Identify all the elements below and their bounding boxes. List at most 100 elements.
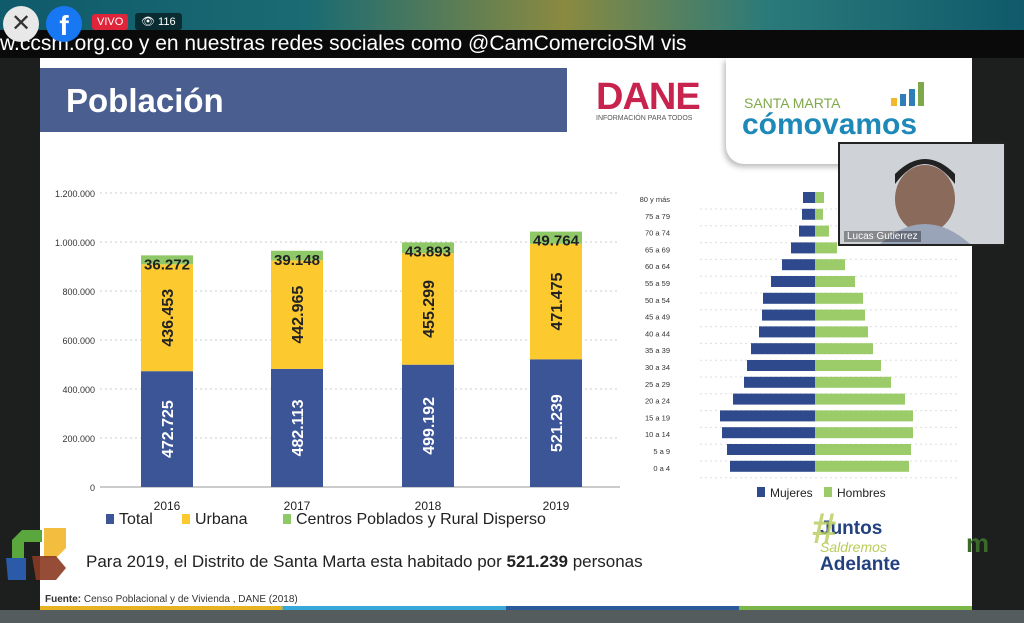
summary-number: 521.239	[506, 552, 568, 571]
y-tick-label: 800.000	[62, 287, 95, 297]
partner-logo: m	[966, 528, 990, 558]
bar-hombres	[815, 242, 837, 254]
bottom-bar	[0, 610, 1024, 623]
source-text: Censo Poblacional y de Vivienda , DANE (…	[81, 594, 298, 605]
presentation-slide: Población DANE INFORMACIÓN PARA TODOS SA…	[40, 58, 972, 610]
bar-urbana	[271, 260, 323, 369]
bar-hombres	[815, 360, 881, 371]
viewer-count: 👁 116	[135, 13, 182, 30]
bar-mujeres	[771, 276, 815, 287]
bar-hombres	[815, 326, 868, 338]
y-tick-label: 600.000	[62, 336, 95, 346]
bar-mujeres	[722, 427, 815, 439]
legend-mujeres: Mujeres	[757, 486, 813, 500]
y-tick-label: 1.200.000	[55, 189, 95, 199]
legend-label: Hombres	[837, 486, 886, 500]
bar-hombres	[815, 444, 911, 455]
legend-rural: Centros Poblados y Rural Disperso	[283, 511, 546, 529]
bar-centros	[271, 250, 323, 261]
ticker-text: w.ccsm.org.co y en nuestras redes social…	[0, 30, 1024, 58]
age-label: 25 a 29	[645, 380, 670, 389]
legend-swatch	[283, 514, 291, 524]
x-tick-label: 2018	[415, 499, 442, 513]
bar-hombres	[815, 410, 913, 422]
bar-mujeres	[763, 292, 815, 304]
x-tick-label: 2019	[543, 499, 570, 513]
x-tick-label: 2017	[284, 499, 311, 513]
data-label: 471.475	[549, 273, 566, 331]
juntos-word: Juntos	[820, 518, 883, 539]
data-label: 49.764	[533, 233, 580, 250]
participant-avatar	[880, 159, 970, 244]
bar-centros	[530, 231, 582, 244]
legend-swatch	[824, 487, 832, 497]
y-tick-label: 200.000	[62, 434, 95, 444]
bar-mujeres	[744, 376, 815, 388]
bar-mujeres	[759, 326, 815, 338]
y-tick-label: 400.000	[62, 385, 95, 395]
bars-icon	[891, 82, 924, 106]
bar-hombres	[815, 292, 863, 304]
summary-post: personas	[567, 552, 643, 571]
bar-total	[530, 359, 582, 487]
data-label: 455.299	[421, 280, 438, 338]
bar-urbana	[530, 243, 582, 360]
dane-logo: DANE	[596, 76, 701, 118]
legend-swatch	[757, 487, 765, 497]
bar-hombres	[815, 460, 909, 472]
data-label: 436.453	[160, 289, 177, 347]
bar-mujeres	[803, 192, 815, 203]
bar-hombres	[815, 393, 905, 405]
bar-hombres	[815, 225, 829, 237]
bar-mujeres	[791, 242, 815, 254]
bar-mujeres	[727, 444, 815, 455]
bar-hombres	[815, 376, 891, 388]
bar-hombres	[815, 208, 823, 220]
age-label: 50 a 54	[645, 296, 670, 305]
legend-swatch	[106, 514, 114, 524]
slide-title: Población	[66, 82, 224, 119]
bar-mujeres	[802, 208, 815, 220]
cv-top: SANTA MARTA	[744, 95, 841, 111]
cv-main: cómovamos	[742, 108, 918, 141]
bar-hombres	[815, 427, 913, 439]
viewer-count-value: 116	[158, 16, 176, 28]
legend-hombres: Hombres	[824, 486, 886, 500]
juntos-word: Adelante	[820, 554, 901, 575]
legend-total: Total	[106, 511, 153, 529]
bar-mujeres	[762, 309, 815, 321]
data-label: 482.113	[290, 399, 307, 456]
bar-hombres	[815, 343, 873, 355]
age-label: 55 a 59	[645, 279, 670, 288]
charts: 0 200.000 400.000 600.000 800.000 1.000.000 1.…	[55, 189, 960, 513]
legend-urbana: Urbana	[182, 511, 247, 529]
bar-hombres	[815, 276, 855, 287]
participant-video[interactable]: Lucas Gutierrez	[838, 142, 1006, 246]
title-bar: Población	[40, 68, 567, 132]
participant-name: Lucas Gutierrez	[844, 231, 921, 242]
age-label: 40 a 44	[645, 329, 670, 338]
close-icon[interactable]: ✕	[3, 6, 39, 42]
age-label: 15 a 19	[645, 413, 670, 422]
live-badge: VIVO	[92, 14, 129, 30]
bar-mujeres	[751, 343, 815, 355]
santa-marta-como-vamos-logo: SANTA MARTA cómovamos	[726, 58, 972, 164]
y-tick-label: 0	[90, 483, 95, 493]
bar-centros	[402, 242, 454, 254]
juntos-word: Saldremos	[820, 539, 887, 555]
bar-mujeres	[747, 360, 815, 371]
bar-total	[141, 371, 193, 487]
data-label: 521.239	[549, 394, 566, 452]
age-label: 10 a 14	[645, 430, 670, 439]
age-label: 5 a 9	[653, 447, 670, 456]
source-note: Fuente: Censo Poblacional y de Vivienda …	[45, 594, 298, 605]
source-label: Fuente:	[45, 594, 82, 605]
age-label: 80 y más	[640, 195, 671, 204]
dane-tagline: INFORMACIÓN PARA TODOS	[596, 115, 693, 122]
bar-mujeres	[799, 225, 815, 237]
x-tick-label: 2016	[154, 499, 181, 513]
chamber-logo	[6, 528, 66, 580]
juntos-saldremos-adelante-logo: # Juntos Saldremos Adelante	[812, 504, 901, 575]
age-label: 20 a 24	[645, 397, 670, 406]
facebook-icon[interactable]: f	[46, 6, 82, 42]
